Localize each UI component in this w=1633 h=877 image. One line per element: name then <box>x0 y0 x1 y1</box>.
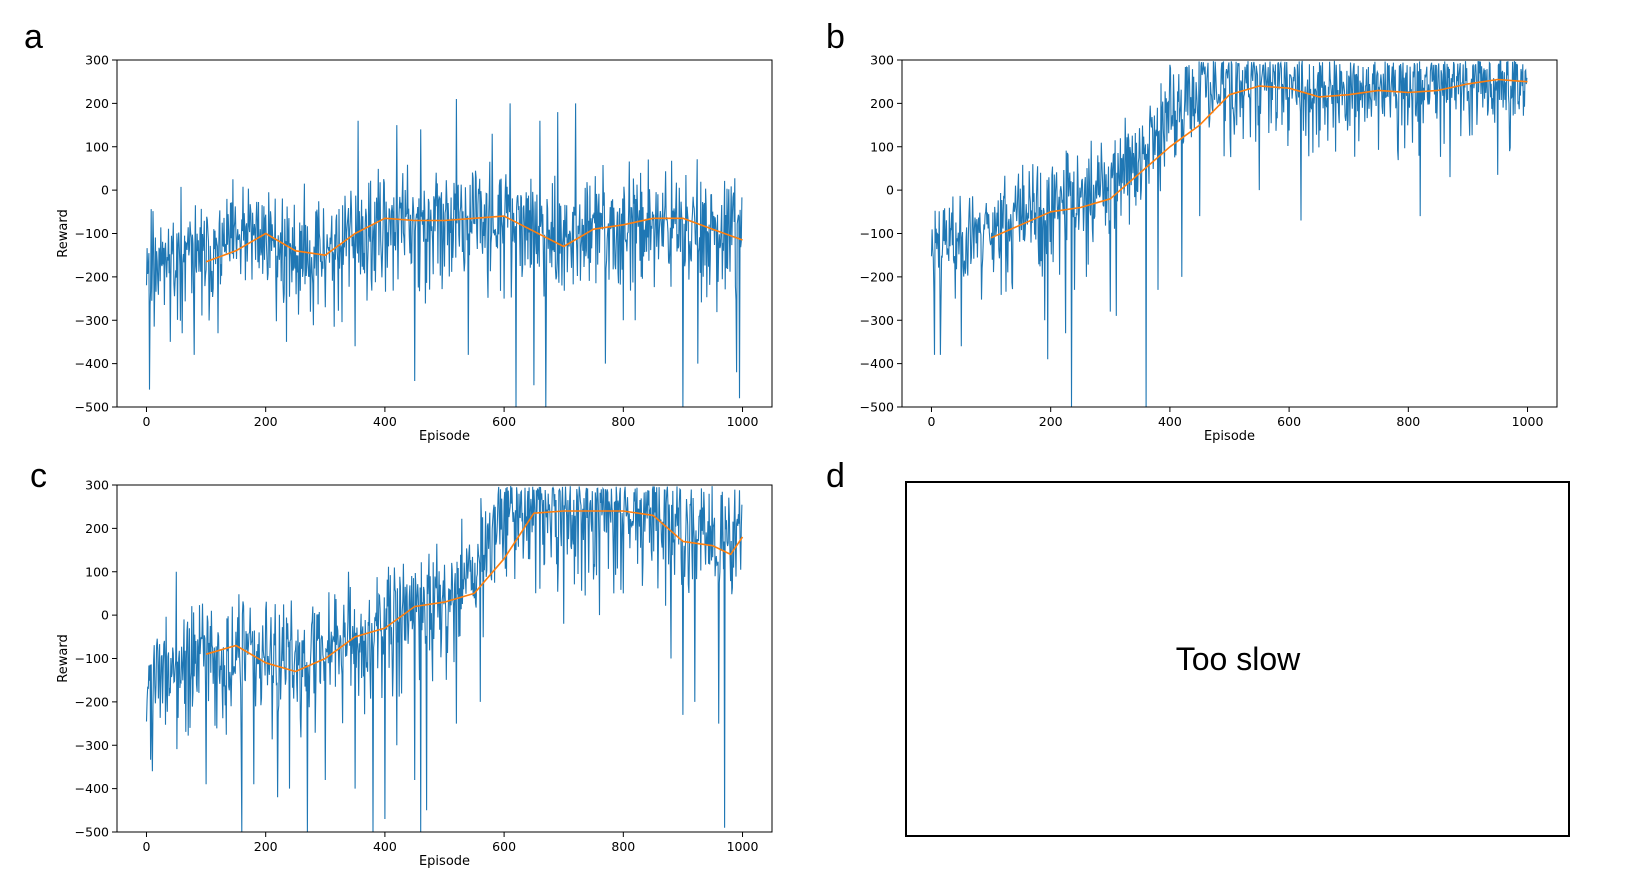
panel-d: Too slow <box>905 481 1570 837</box>
x-tick-label-b: 200 <box>1039 414 1063 429</box>
x-tick-label-c: 400 <box>373 839 397 854</box>
raw-reward-line-b <box>930 60 1528 407</box>
smoothed-reward-line-c <box>205 510 744 673</box>
y-tick-label-b: −500 <box>860 400 894 415</box>
smoothed-reward-line-b <box>990 78 1528 239</box>
y-tick-label-a: 0 <box>101 183 109 198</box>
y-tick-label-b: 100 <box>870 139 894 154</box>
x-tick-label-a: 0 <box>142 414 150 429</box>
y-tick-label-c: −500 <box>75 825 109 840</box>
raw-reward-line-a <box>145 98 743 407</box>
y-tick-label-a: −300 <box>75 313 109 328</box>
chart-panel-c: 0 200 400 600 800 1000 −500 −400 −300 −200 −100 0 10… <box>56 478 773 869</box>
y-tick-label-b: 200 <box>870 96 894 111</box>
panel-d-note: Too slow <box>1176 641 1301 677</box>
y-tick-label-c: −400 <box>75 781 109 796</box>
y-tick-label-a: −500 <box>75 400 109 415</box>
x-tick-label-b: 800 <box>1396 414 1420 429</box>
y-tick-label-c: 0 <box>101 608 109 623</box>
y-tick-label-a: −100 <box>75 226 109 241</box>
x-tick-label-b: 1000 <box>1512 414 1544 429</box>
x-tick-label-c: 200 <box>254 839 278 854</box>
x-axis-title-b: Episode <box>1204 429 1255 444</box>
y-tick-label-c: −100 <box>75 651 109 666</box>
y-tick-label-a: −400 <box>75 356 109 371</box>
x-tick-label-a: 800 <box>611 414 635 429</box>
y-tick-label-b: −100 <box>860 226 894 241</box>
panel-d-box <box>905 481 1570 837</box>
chart-panel-a: 0 200 400 600 800 1000 −500 −400 −300 −200 −100 0 10… <box>56 53 773 444</box>
x-tick-label-b: 0 <box>927 414 935 429</box>
panel-letter-c: c <box>30 457 47 495</box>
y-tick-label-c: 200 <box>85 521 109 536</box>
x-tick-label-b: 400 <box>1158 414 1182 429</box>
y-tick-label-a: 200 <box>85 96 109 111</box>
x-tick-label-a: 600 <box>492 414 516 429</box>
chart-panel-b: 0 200 400 600 800 1000 −500 −400 −300 −200 −100 0 10… <box>860 53 1558 444</box>
y-tick-label-c: 300 <box>85 478 109 493</box>
y-tick-label-b: −200 <box>860 269 894 284</box>
panel-letter-a: a <box>24 18 43 56</box>
x-axis-title-c: Episode <box>419 854 470 869</box>
y-tick-label-a: −200 <box>75 269 109 284</box>
y-tick-label-c: 100 <box>85 564 109 579</box>
panel-letter-d: d <box>826 457 845 495</box>
y-tick-label-c: −300 <box>75 738 109 753</box>
x-tick-label-c: 1000 <box>727 839 759 854</box>
y-tick-label-b: −400 <box>860 356 894 371</box>
smoothed-reward-line-a <box>205 215 743 263</box>
y-tick-label-b: −300 <box>860 313 894 328</box>
raw-reward-line-c <box>145 485 743 832</box>
x-tick-label-a: 400 <box>373 414 397 429</box>
y-tick-label-a: 100 <box>85 139 109 154</box>
y-tick-label-b: 300 <box>870 53 894 68</box>
x-tick-label-a: 200 <box>254 414 278 429</box>
y-axis-title-c: Reward <box>56 634 71 682</box>
x-tick-label-a: 1000 <box>727 414 759 429</box>
x-tick-label-b: 600 <box>1277 414 1301 429</box>
y-tick-label-c: −200 <box>75 694 109 709</box>
x-tick-label-c: 800 <box>611 839 635 854</box>
x-axis-title-a: Episode <box>419 429 470 444</box>
y-tick-label-a: 300 <box>85 53 109 68</box>
y-axis-title-a: Reward <box>56 209 71 257</box>
x-tick-label-c: 600 <box>492 839 516 854</box>
panel-letter-b: b <box>826 18 845 56</box>
y-tick-label-b: 0 <box>886 183 894 198</box>
x-tick-label-c: 0 <box>142 839 150 854</box>
